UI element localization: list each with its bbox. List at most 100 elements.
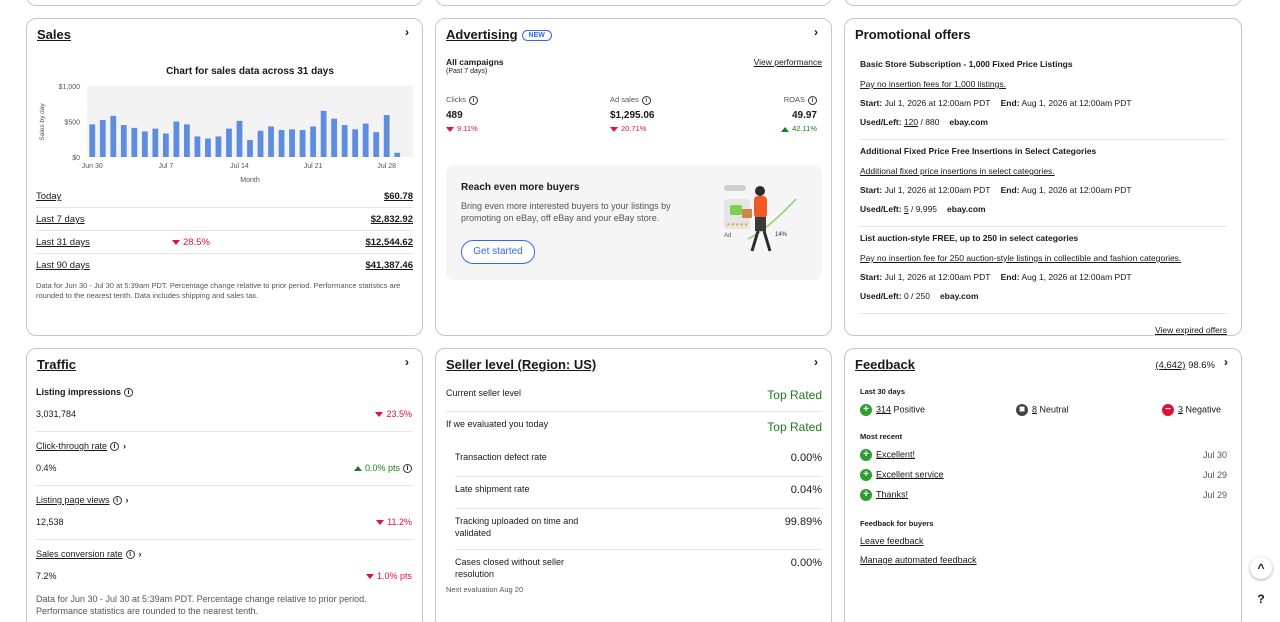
sales-bar[interactable] bbox=[110, 115, 117, 157]
chevron-right-icon[interactable]: › bbox=[138, 549, 142, 559]
sales-bar[interactable] bbox=[383, 115, 390, 157]
seller-level-title[interactable]: Seller level (Region: US) bbox=[446, 357, 597, 372]
sales-period-link[interactable]: Last 7 days bbox=[36, 214, 85, 225]
info-icon[interactable]: i bbox=[808, 95, 817, 105]
positive-summary: +314 Positive bbox=[860, 404, 925, 416]
used-count[interactable]: 5 bbox=[903, 204, 909, 214]
neutral-count[interactable]: 8 bbox=[1032, 404, 1038, 415]
sales-bar[interactable] bbox=[299, 130, 306, 157]
sales-bar[interactable] bbox=[194, 136, 201, 157]
ad-metric-label-text: ROAS bbox=[783, 95, 805, 104]
ad-metric-change: 9.11% bbox=[446, 124, 478, 133]
help-button[interactable]: ? bbox=[1250, 588, 1272, 610]
positive-count[interactable]: 314 bbox=[876, 404, 892, 415]
sales-bar[interactable] bbox=[99, 120, 106, 157]
traffic-metric-label[interactable]: Listing page views i › bbox=[36, 495, 129, 506]
seller-metric-label: Tracking uploaded on time and validated bbox=[455, 516, 579, 538]
chevron-right-icon[interactable]: › bbox=[814, 25, 818, 39]
info-icon[interactable]: i bbox=[641, 95, 651, 105]
leave-feedback-link[interactable]: Leave feedback bbox=[860, 536, 924, 546]
sales-bar[interactable] bbox=[310, 126, 316, 157]
sales-bar[interactable] bbox=[352, 129, 359, 157]
info-icon[interactable]: i bbox=[403, 464, 412, 474]
feedback-percent: 98.6% bbox=[1188, 360, 1215, 371]
offer-link[interactable]: Pay no insertion fee for 250 auction-sty… bbox=[860, 253, 1182, 263]
info-icon[interactable]: i bbox=[112, 496, 122, 506]
recent-feedback-text[interactable]: Thanks! bbox=[876, 489, 909, 500]
sales-bar[interactable] bbox=[205, 138, 211, 157]
chevron-right-icon[interactable]: › bbox=[405, 25, 409, 39]
manage-feedback-link[interactable]: Manage automated feedback bbox=[860, 555, 977, 565]
chevron-right-icon[interactable]: › bbox=[405, 355, 409, 369]
traffic-metric-label-text[interactable]: Sales conversion rate bbox=[36, 549, 123, 559]
sales-bar[interactable] bbox=[184, 124, 190, 157]
sales-period-link[interactable]: Today bbox=[36, 191, 62, 202]
sales-bar[interactable] bbox=[257, 130, 264, 157]
sales-value[interactable]: $2,832.92 bbox=[370, 214, 413, 225]
sales-bar[interactable] bbox=[141, 131, 148, 157]
info-icon[interactable]: i bbox=[469, 95, 478, 105]
sales-bar[interactable] bbox=[226, 128, 232, 157]
view-performance-link[interactable]: View performance bbox=[753, 57, 822, 67]
chevron-right-icon[interactable]: › bbox=[123, 441, 127, 451]
sales-period-link[interactable]: Last 90 days bbox=[36, 260, 90, 271]
start-date: Jul 1, 2026 at 12:00am PDT bbox=[884, 185, 991, 195]
sales-bar[interactable] bbox=[268, 126, 274, 157]
get-started-button[interactable]: Get started bbox=[461, 240, 535, 264]
info-icon[interactable]: i bbox=[110, 442, 120, 452]
sales-bar[interactable] bbox=[362, 123, 369, 157]
scroll-up-button[interactable]: ^ bbox=[1250, 557, 1272, 579]
sales-chart: Chart for sales data across 31 days $1,00… bbox=[39, 66, 413, 184]
traffic-metric-change-value: 11.2% bbox=[387, 517, 412, 527]
chevron-right-icon[interactable]: › bbox=[814, 355, 818, 369]
offer-link[interactable]: Additional fixed price insertions in sel… bbox=[860, 166, 1055, 176]
ad-metric-value: $1,295.06 bbox=[610, 110, 655, 121]
sales-value[interactable]: $12,544.62 bbox=[365, 237, 413, 248]
sales-bar[interactable] bbox=[278, 130, 285, 157]
plus-circle-icon: + bbox=[860, 469, 872, 481]
sales-bar[interactable] bbox=[215, 136, 222, 157]
sales-value[interactable]: $41,387.46 bbox=[365, 260, 413, 271]
info-icon[interactable]: i bbox=[124, 388, 134, 398]
sales-bar[interactable] bbox=[89, 124, 96, 157]
sales-bar[interactable] bbox=[152, 128, 159, 157]
sales-bar[interactable] bbox=[120, 125, 127, 157]
traffic-title[interactable]: Traffic bbox=[37, 357, 77, 372]
ad-metric-change-value: 9.11% bbox=[457, 124, 478, 133]
advertising-title-text[interactable]: Advertising bbox=[446, 27, 518, 42]
recent-feedback-text[interactable]: Excellent service bbox=[876, 469, 944, 480]
sales-bar[interactable] bbox=[320, 110, 327, 157]
sales-bar[interactable] bbox=[131, 127, 138, 157]
traffic-metric-label[interactable]: Click-through rate i › bbox=[36, 441, 127, 452]
sales-bar[interactable] bbox=[173, 121, 180, 158]
feedback-count[interactable]: (4,642) bbox=[1155, 360, 1186, 371]
chevron-right-icon[interactable]: › bbox=[125, 495, 129, 505]
sales-bar[interactable] bbox=[162, 133, 169, 157]
sales-value[interactable]: $60.78 bbox=[383, 191, 413, 202]
negative-count[interactable]: 3 bbox=[1178, 404, 1184, 415]
offer-link[interactable]: Pay no insertion fees for 1,000 listings… bbox=[860, 79, 1006, 89]
sales-bar[interactable] bbox=[331, 118, 338, 157]
current-level-value: Top Rated bbox=[767, 388, 822, 402]
feedback-title[interactable]: Feedback bbox=[855, 357, 915, 372]
offer-dates: Start: Jul 1, 2026 at 12:00am PDT End: A… bbox=[860, 98, 1132, 108]
view-expired-offers-link[interactable]: View expired offers bbox=[1155, 325, 1227, 335]
recent-feedback-text[interactable]: Excellent! bbox=[876, 449, 916, 460]
used-count[interactable]: 120 bbox=[903, 117, 919, 127]
traffic-metric-change: 1.0% pts bbox=[365, 571, 412, 581]
info-icon[interactable]: i bbox=[125, 550, 135, 560]
sales-bar[interactable] bbox=[373, 132, 380, 157]
sales-bar[interactable] bbox=[236, 120, 243, 157]
sales-bar[interactable] bbox=[289, 129, 295, 157]
traffic-metric-label-text[interactable]: Click-through rate bbox=[36, 441, 108, 451]
sales-bar[interactable] bbox=[394, 152, 401, 157]
traffic-metric-label-text[interactable]: Listing page views bbox=[36, 495, 110, 505]
sales-period-link[interactable]: Last 31 days bbox=[36, 237, 90, 248]
chevron-right-icon[interactable]: › bbox=[1224, 355, 1228, 369]
sales-bar[interactable] bbox=[341, 125, 348, 157]
traffic-metric-label[interactable]: Sales conversion rate i › bbox=[36, 549, 142, 560]
sales-bar[interactable] bbox=[247, 139, 253, 157]
advertising-title[interactable]: Advertising NEW bbox=[446, 27, 552, 42]
offer-source: ebay.com bbox=[947, 204, 986, 214]
sales-title[interactable]: Sales bbox=[37, 27, 71, 42]
